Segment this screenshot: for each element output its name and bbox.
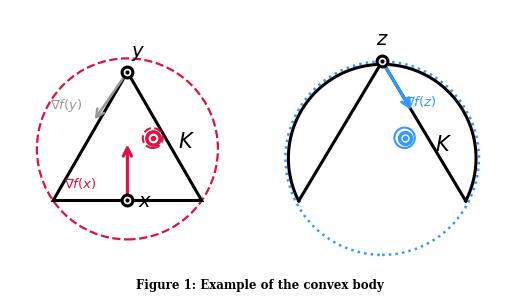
Text: $\nabla f(x)$: $\nabla f(x)$ bbox=[64, 176, 97, 191]
Text: $K$: $K$ bbox=[435, 135, 452, 155]
Text: $y$: $y$ bbox=[131, 44, 145, 63]
Polygon shape bbox=[53, 72, 202, 200]
Text: $x$: $x$ bbox=[138, 193, 152, 211]
Text: $\nabla f(y)$: $\nabla f(y)$ bbox=[50, 97, 83, 114]
Text: $\nabla f(z)$: $\nabla f(z)$ bbox=[405, 94, 436, 109]
Text: Figure 1: Example of the convex body: Figure 1: Example of the convex body bbox=[136, 279, 384, 292]
Text: $z$: $z$ bbox=[376, 31, 388, 49]
Text: $K$: $K$ bbox=[178, 132, 195, 152]
